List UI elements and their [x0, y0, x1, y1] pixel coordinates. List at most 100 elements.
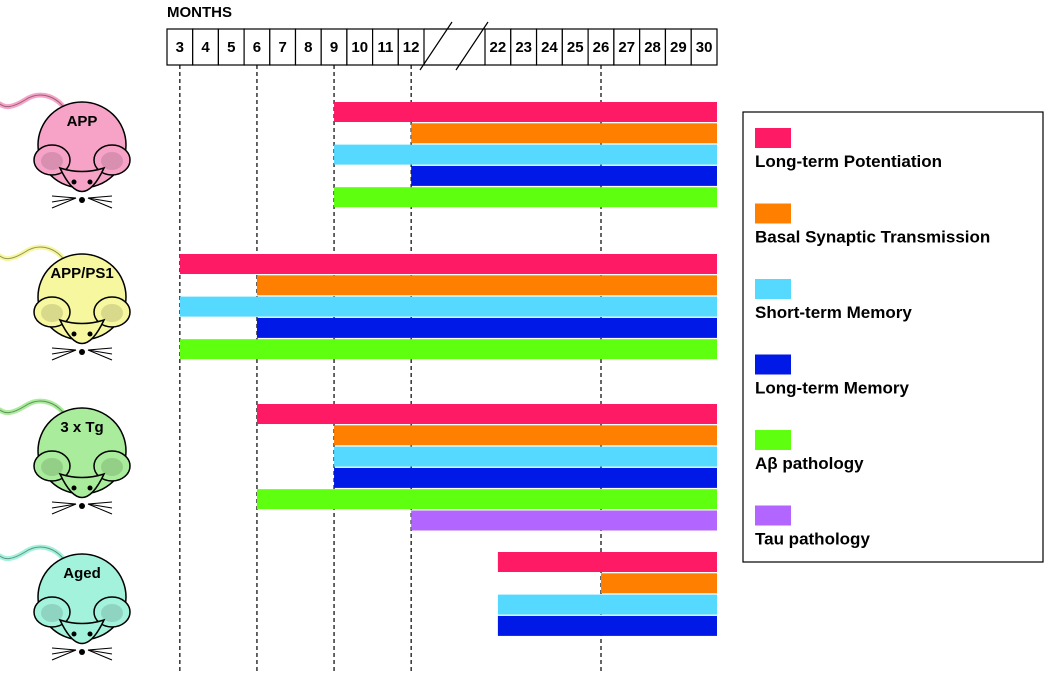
month-cell: [639, 28, 667, 66]
legend-swatch: [755, 279, 791, 299]
month-label: 7: [278, 39, 286, 56]
mouse-ear-inner: [41, 152, 63, 170]
mouse-ear: [33, 596, 71, 628]
mouse-eye: [87, 485, 93, 491]
mouse-whisker: [51, 349, 77, 361]
mouse-head: [58, 472, 106, 499]
onset-bar: [334, 446, 717, 467]
mouse-ear-inner: [101, 152, 123, 170]
break-slash: [455, 21, 489, 71]
month-label: 8: [304, 39, 312, 56]
mouse-ear: [33, 144, 71, 176]
mouse-whisker: [51, 649, 77, 655]
mouse-whisker: [87, 501, 113, 505]
mouse-icon: 3 x Tg: [0, 398, 131, 515]
month-label: 27: [618, 39, 635, 56]
month-label: 11: [378, 39, 394, 56]
mouse-whisker: [87, 197, 113, 203]
onset-bar: [601, 573, 717, 594]
legend-label: Aβ pathology: [755, 454, 864, 473]
mouse-label: APP/PS1: [50, 265, 113, 282]
month-cell: [372, 28, 399, 66]
mouse-tail-outline: [0, 94, 71, 119]
month-cell: [690, 28, 718, 66]
mouse-ear: [33, 296, 71, 328]
mouse-head: [58, 318, 106, 345]
legend-label: Basal Synaptic Transmission: [755, 228, 990, 247]
month-label: 22: [490, 39, 507, 56]
month-label: 23: [515, 39, 532, 56]
mouse-ear-inner: [101, 458, 123, 476]
mouse-whisker: [51, 197, 77, 203]
legend-label: Tau pathology: [755, 530, 870, 549]
legend-box: [742, 111, 1044, 563]
onset-bar: [334, 187, 717, 208]
mouse-nose: [79, 349, 85, 355]
month-label: 3: [176, 39, 184, 56]
mouse-icon: Aged: [0, 544, 131, 661]
mouse-whisker: [87, 503, 113, 509]
legend-swatch: [755, 430, 791, 450]
month-cell: [613, 28, 641, 66]
month-cell: [346, 28, 374, 66]
mouse-label: 3 x Tg: [60, 419, 103, 436]
break-slash: [419, 21, 453, 71]
onset-bar: [411, 165, 717, 186]
month-cell: [535, 28, 563, 66]
mouse-whisker: [87, 347, 113, 351]
mouse-icon: APP/PS1: [0, 244, 131, 361]
mouse-head: [58, 618, 106, 645]
month-cell: [294, 28, 322, 66]
mouse-eye: [71, 179, 77, 185]
mouse-ear: [93, 596, 131, 628]
mouse-whisker: [87, 349, 113, 355]
month-label: 5: [227, 39, 235, 56]
mouse-whisker: [87, 503, 113, 515]
mouse-whisker: [87, 647, 113, 651]
mouse-eye: [87, 331, 93, 337]
mouse-ear: [93, 296, 131, 328]
mouse-whisker: [87, 649, 113, 655]
onset-bar: [256, 275, 717, 296]
onset-bar: [179, 296, 718, 317]
month-label: 12: [403, 39, 420, 56]
month-cell: [192, 28, 219, 66]
month-label: 10: [351, 39, 368, 56]
mouse-whisker: [51, 195, 77, 199]
month-cell: [510, 28, 538, 66]
month-label: 29: [670, 39, 687, 56]
mouse-whisker: [51, 649, 77, 661]
mouse-eye: [71, 631, 77, 637]
onset-bar: [334, 102, 717, 122]
mouse-label: APP: [67, 113, 98, 130]
onset-bar: [179, 339, 718, 360]
mouse-ear-inner: [101, 604, 123, 622]
month-label: 30: [696, 39, 713, 56]
onset-bar: [411, 510, 717, 531]
month-label: 25: [567, 39, 584, 56]
legend-swatch: [755, 203, 791, 224]
onset-bar: [334, 144, 717, 165]
mouse-whisker: [51, 647, 77, 651]
month-cell: [217, 28, 245, 66]
mouse-ear-inner: [41, 458, 63, 476]
legend-label: Long-term Memory: [755, 379, 910, 398]
mouse-tail: [0, 398, 73, 427]
onset-bar: [256, 404, 717, 424]
onset-bar: [334, 467, 717, 488]
month-label: 6: [253, 39, 261, 56]
mouse-nose: [79, 197, 85, 203]
mouse-tail: [0, 544, 73, 573]
mouse-whisker: [51, 503, 77, 515]
mouse-tail: [0, 92, 73, 121]
mouse-whisker: [51, 503, 77, 509]
mouse-nose: [79, 649, 85, 655]
month-cell: [269, 28, 297, 66]
onset-bar: [334, 425, 717, 446]
month-label: 24: [541, 39, 558, 56]
mouse-whisker: [87, 195, 113, 199]
mouse-tail: [0, 244, 73, 273]
mouse-whisker: [51, 347, 77, 351]
legend-label: Long-term Potentiation: [755, 152, 942, 171]
